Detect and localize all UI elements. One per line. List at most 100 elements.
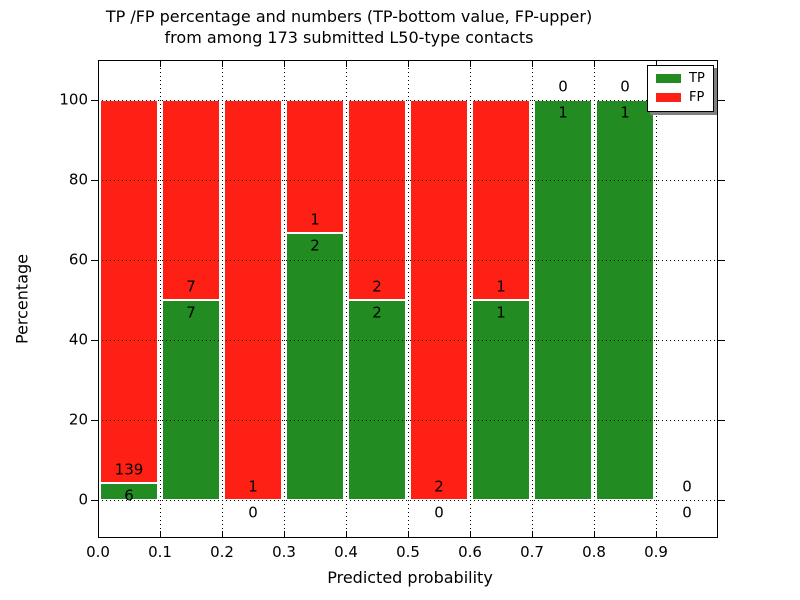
x-tick-label: 0.0 bbox=[86, 543, 110, 561]
chart-title-line1: TP /FP percentage and numbers (TP-bottom… bbox=[105, 7, 593, 26]
v-gridline bbox=[159, 60, 161, 538]
fp-count-label: 0 bbox=[682, 477, 692, 496]
bar-tp-segment bbox=[472, 300, 530, 500]
fp-count-label: 1 bbox=[310, 210, 320, 229]
tp-swatch bbox=[656, 74, 681, 83]
tp-count-label: 1 bbox=[620, 103, 630, 122]
x-tick-mark bbox=[407, 60, 409, 67]
x-tick-label: 0.5 bbox=[396, 543, 420, 561]
x-tick-label: 0.1 bbox=[148, 543, 172, 561]
fp-count-label: 1 bbox=[248, 477, 258, 496]
legend-label-fp: FP bbox=[689, 90, 705, 105]
v-gridline bbox=[593, 60, 595, 538]
x-tick-label: 0.3 bbox=[272, 543, 296, 561]
x-tick-mark bbox=[655, 531, 657, 538]
fp-count-label: 2 bbox=[434, 477, 444, 496]
tp-count-label: 7 bbox=[186, 303, 196, 322]
y-axis-label: Percentage bbox=[12, 253, 32, 345]
x-tick-mark bbox=[531, 531, 533, 538]
y-tick-mark bbox=[718, 419, 725, 421]
y-tick-label: 80 bbox=[68, 170, 88, 189]
legend-label-tp: TP bbox=[689, 71, 705, 86]
x-tick-mark bbox=[98, 60, 100, 67]
v-gridline bbox=[283, 60, 285, 538]
y-tick-mark bbox=[718, 499, 725, 501]
y-tick-label: 100 bbox=[59, 90, 88, 109]
y-tick-mark bbox=[91, 419, 98, 421]
x-tick-mark bbox=[531, 60, 533, 67]
bar-fp-segment bbox=[224, 100, 282, 500]
fp-count-label: 0 bbox=[620, 77, 630, 96]
bar-tp-segment bbox=[286, 233, 344, 500]
y-tick-mark bbox=[718, 259, 725, 261]
tp-count-label: 1 bbox=[496, 303, 506, 322]
chart-title: TP /FP percentage and numbers (TP-bottom… bbox=[0, 6, 698, 48]
y-tick-label: 40 bbox=[68, 330, 88, 349]
x-axis-label: Predicted probability bbox=[327, 568, 493, 587]
x-tick-mark bbox=[593, 60, 595, 67]
fp-count-label: 139 bbox=[114, 460, 144, 479]
x-tick-mark bbox=[98, 531, 100, 538]
fp-count-label: 2 bbox=[372, 277, 382, 296]
bar-tp-segment bbox=[162, 300, 220, 500]
bar-tp-segment bbox=[348, 300, 406, 500]
bar-tp-segment bbox=[534, 100, 592, 500]
x-tick-mark bbox=[159, 531, 161, 538]
tp-count-label: 0 bbox=[248, 503, 258, 522]
legend-item-fp: FP bbox=[656, 91, 705, 104]
y-tick-mark bbox=[718, 339, 725, 341]
x-tick-label: 0.2 bbox=[210, 543, 234, 561]
x-tick-label: 0.8 bbox=[582, 543, 606, 561]
x-tick-mark bbox=[469, 60, 471, 67]
v-gridline bbox=[655, 60, 657, 538]
bar-fp-segment bbox=[472, 100, 530, 300]
x-tick-mark bbox=[283, 60, 285, 67]
y-tick-mark bbox=[91, 339, 98, 341]
tp-count-label: 2 bbox=[310, 236, 320, 255]
v-gridline bbox=[407, 60, 409, 538]
legend-item-tp: TP bbox=[656, 72, 705, 85]
x-tick-mark bbox=[469, 531, 471, 538]
bar-tp-segment bbox=[100, 483, 158, 500]
bar-fp-segment bbox=[100, 100, 158, 484]
fp-count-label: 7 bbox=[186, 277, 196, 296]
bar-fp-segment bbox=[348, 100, 406, 300]
y-tick-label: 0 bbox=[78, 490, 88, 509]
tp-count-label: 2 bbox=[372, 303, 382, 322]
x-tick-mark bbox=[407, 531, 409, 538]
fp-count-label: 0 bbox=[558, 77, 568, 96]
x-tick-mark bbox=[345, 531, 347, 538]
plot-area: 139 6 7 7 1 0 1 2 2 2 2 0 1 1 0 1 0 1 0 0 0.0 0.1 0.2 0.3 0.4 0.… bbox=[59, 60, 725, 561]
y-tick-mark bbox=[91, 99, 98, 101]
x-tick-label: 0.6 bbox=[458, 543, 482, 561]
bar-fp-segment bbox=[410, 100, 468, 500]
x-tick-label: 0.7 bbox=[520, 543, 544, 561]
v-gridline bbox=[221, 60, 223, 538]
x-tick-mark bbox=[221, 60, 223, 67]
x-tick-mark bbox=[159, 60, 161, 67]
tp-count-label: 0 bbox=[434, 503, 444, 522]
legend-box: TP FP bbox=[647, 65, 714, 112]
y-tick-mark bbox=[718, 99, 725, 101]
v-gridline bbox=[469, 60, 471, 538]
y-tick-mark bbox=[91, 499, 98, 501]
bar-fp-segment bbox=[286, 100, 344, 234]
x-tick-mark bbox=[655, 60, 657, 67]
x-tick-mark bbox=[593, 531, 595, 538]
x-tick-mark bbox=[283, 531, 285, 538]
fp-swatch bbox=[656, 93, 681, 102]
y-tick-label: 60 bbox=[68, 250, 88, 269]
v-gridline bbox=[345, 60, 347, 538]
x-tick-mark bbox=[345, 60, 347, 67]
chart-title-line2: from among 173 submitted L50-type contac… bbox=[164, 28, 534, 47]
tp-count-label: 1 bbox=[558, 103, 568, 122]
y-tick-label: 20 bbox=[68, 410, 88, 429]
tp-count-label: 6 bbox=[124, 486, 134, 505]
bar-tp-segment bbox=[596, 100, 654, 500]
y-tick-mark bbox=[91, 259, 98, 261]
v-gridline bbox=[531, 60, 533, 538]
x-tick-label: 0.9 bbox=[644, 543, 668, 561]
y-tick-mark bbox=[718, 179, 725, 181]
bar-fp-segment bbox=[162, 100, 220, 300]
